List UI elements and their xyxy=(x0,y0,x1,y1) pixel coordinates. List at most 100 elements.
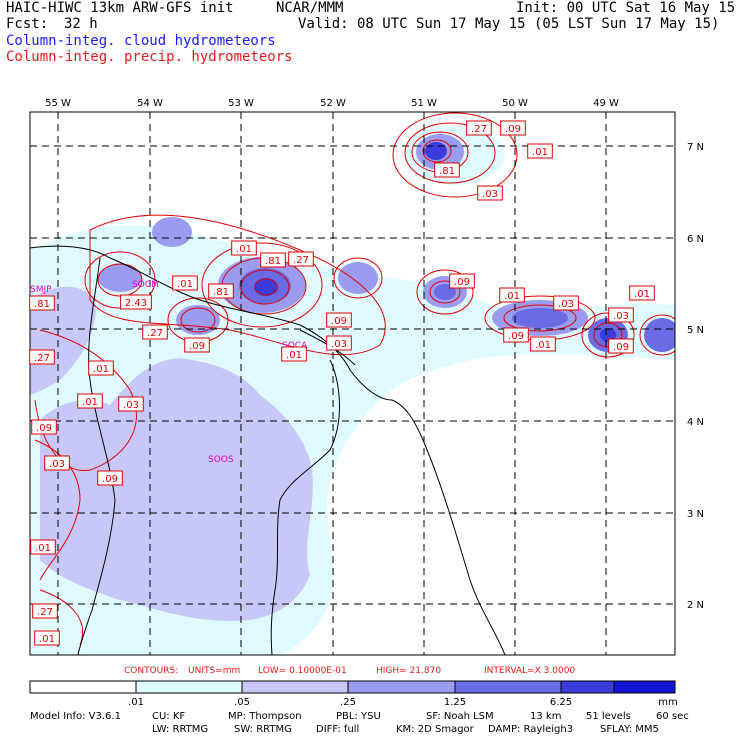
init-time: Init: 00 UTC Sat 16 May 15 xyxy=(516,0,736,16)
shade-region-lightblue-b xyxy=(30,286,96,395)
contour-label: .01 xyxy=(634,289,650,300)
contour-label-box xyxy=(466,120,492,136)
contour-label-box xyxy=(608,338,634,354)
contour-label-box xyxy=(29,349,55,365)
colorbar-tick: 6.25 xyxy=(550,697,572,708)
contour-label-box xyxy=(208,283,234,299)
lon-label: 53 W xyxy=(228,98,254,109)
station-label: SOCM xyxy=(132,280,159,290)
contour-label-box xyxy=(500,120,526,136)
colorbar-unit: mm xyxy=(658,697,677,708)
contour-label-box xyxy=(142,324,168,340)
lon-label: 54 W xyxy=(137,98,163,109)
contour-label: .03 xyxy=(613,311,629,322)
lat-labels: 7 N 6 N 5 N 4 N 3 N 2 N xyxy=(687,142,704,611)
lat-label: 2 N xyxy=(687,600,704,611)
contour-label-box xyxy=(326,335,352,351)
contour-label: .27 xyxy=(37,607,53,618)
contour-label-box xyxy=(31,419,57,435)
model-info-mp: MP: Thompson xyxy=(228,711,302,722)
model-info-cu: CU: KF xyxy=(152,711,186,722)
colorbar-seg-5 xyxy=(560,680,615,694)
contours-low: LOW= 0.10000E-01 xyxy=(258,666,347,676)
contour-labels: .27 .09 .01 .81 .03 .01 .81 .27 .01 .81 2.43 .27 .09… xyxy=(29,120,655,646)
shade-blob-a xyxy=(152,217,192,247)
contour-label-box xyxy=(530,336,556,352)
contour-label: .03 xyxy=(331,339,347,350)
contour-label: .01 xyxy=(504,291,520,302)
valid-time: Valid: 08 UTC Sun 17 May 15 (05 LST Sun … xyxy=(298,16,720,32)
lon-labels: 55 W 54 W 53 W 52 W 51 W 50 W 49 W xyxy=(45,98,619,109)
contour-label-box xyxy=(288,251,314,267)
colorbar-seg-3 xyxy=(347,680,456,694)
contour-label: .81 xyxy=(265,256,281,267)
colorbar-seg-4 xyxy=(454,680,562,694)
contour-label-box xyxy=(553,295,579,311)
contour-label-box xyxy=(30,539,56,555)
contour-label-box xyxy=(527,143,553,159)
colorbar-tick: .01 xyxy=(128,697,144,708)
model-info-diff: DIFF: full xyxy=(316,724,360,735)
station-label: SMJP xyxy=(30,285,52,295)
contour-label-box xyxy=(608,307,634,323)
contour-label-box xyxy=(231,240,257,256)
lat-label: 5 N xyxy=(687,325,704,336)
fcst-label: Fcst: xyxy=(6,16,49,32)
contour-label: .81 xyxy=(34,299,50,310)
contour-label-box xyxy=(118,396,144,412)
model-info-sw: SW: RRTMG xyxy=(234,724,292,735)
contours-high: HIGH= 21.870 xyxy=(376,666,442,676)
contour-label-box xyxy=(449,273,475,289)
contour-label: .09 xyxy=(613,342,629,353)
contour-label: .27 xyxy=(34,353,50,364)
contour-label-box xyxy=(44,455,70,471)
colorbar-seg-1 xyxy=(135,680,243,694)
field1-label: Column-integ. cloud hydrometeors xyxy=(6,33,276,49)
shade-region-lightblue xyxy=(40,358,313,621)
contour-label-box xyxy=(32,603,58,619)
stations: SMJP SOCA SOOS SOCM xyxy=(30,280,308,465)
lon-label: 49 W xyxy=(593,98,619,109)
contour-label: .09 xyxy=(36,423,52,434)
contour-label: .09 xyxy=(189,341,205,352)
shade-blob-g2 xyxy=(512,308,568,328)
station-label: SOCA xyxy=(282,341,308,351)
contour-label: .03 xyxy=(558,299,574,310)
shade-blob-e xyxy=(338,262,378,294)
contour-label-box xyxy=(629,285,655,301)
contours-interval: INTERVAL=X 3.0000 xyxy=(484,666,576,676)
lon-label: 55 W xyxy=(45,98,71,109)
colorbar-tick: 1.25 xyxy=(444,697,466,708)
model-info-res: 13 km xyxy=(530,711,562,722)
contour-label: .01 xyxy=(535,340,551,351)
model-info-sf: SF: Noah LSM xyxy=(426,711,494,722)
contours-units: UNITS=mm xyxy=(188,666,241,676)
contour-label: .27 xyxy=(471,124,487,135)
lat-label: 6 N xyxy=(687,234,704,245)
model-info-km: KM: 2D Smagor xyxy=(396,724,474,735)
model-info-levels: 51 levels xyxy=(586,711,631,722)
shade-blob-i xyxy=(644,318,675,352)
contour-label-box xyxy=(499,287,525,303)
contour-label: .03 xyxy=(49,459,65,470)
fcst-value: 32 h xyxy=(64,16,98,32)
contour-label: .01 xyxy=(82,397,98,408)
contour-label-box xyxy=(34,630,60,646)
model-info-pbl: PBL: YSU xyxy=(336,711,381,722)
lat-label: 4 N xyxy=(687,417,704,428)
plot-title: HAIC-HIWC 13km ARW-GFS init xyxy=(6,0,234,16)
contour-label: .01 xyxy=(236,244,252,255)
station-label: SOOS xyxy=(208,455,234,465)
contours-label: CONTOURS: xyxy=(124,666,179,676)
shade-blob-b xyxy=(98,264,142,292)
contour-label-box xyxy=(184,337,210,353)
contour-label-box xyxy=(77,393,103,409)
shade-blob-d3 xyxy=(254,278,278,296)
contour-label-box xyxy=(281,346,307,362)
org-label: NCAR/MMM xyxy=(276,0,344,16)
contour-label: .03 xyxy=(482,189,498,200)
colorbar-tick: .25 xyxy=(340,697,356,708)
model-info-damp: DAMP: Rayleigh3 xyxy=(488,724,574,735)
contour-label: .01 xyxy=(35,543,51,554)
